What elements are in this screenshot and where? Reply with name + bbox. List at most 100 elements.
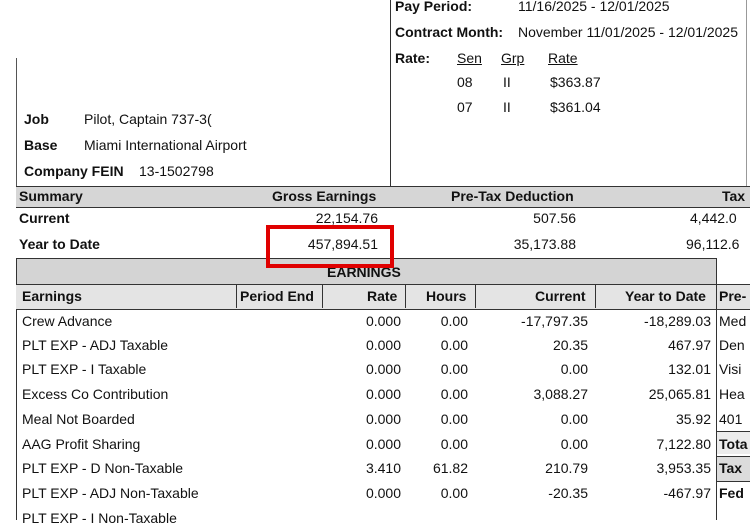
job-label: Job <box>24 111 49 127</box>
rate-col-grp: Grp <box>501 50 525 66</box>
side-panel-spacer <box>717 258 750 284</box>
earning-ytd: 35.92 <box>675 411 711 427</box>
earning-name: PLT EXP - D Non-Taxable <box>22 460 184 476</box>
side-item: Med <box>719 313 747 329</box>
col-divider <box>236 284 237 308</box>
earning-current: -17,797.35 <box>521 313 588 329</box>
right-border <box>746 0 747 186</box>
earning-ytd: 467.97 <box>668 337 711 353</box>
earning-current: 3,088.27 <box>533 386 589 402</box>
earning-rate: 0.000 <box>365 313 401 329</box>
col-header-current: Current <box>535 288 586 304</box>
earnings-section-bar <box>16 258 716 285</box>
col-header-ytd: Year to Date <box>625 288 706 304</box>
rate-row-sen: 07 <box>457 99 473 115</box>
earning-current: -20.35 <box>548 485 588 501</box>
rate-row-rate: $361.04 <box>550 99 601 115</box>
summary-row-label: Year to Date <box>19 236 100 252</box>
earnings-section-title: EARNINGS <box>327 264 401 280</box>
earning-rate: 0.000 <box>365 337 401 353</box>
earning-current: 20.35 <box>552 337 588 353</box>
earning-current: 210.79 <box>545 460 588 476</box>
col-header-rate: Rate <box>367 288 398 304</box>
side-rule <box>717 456 750 457</box>
rate-row-grp: II <box>503 74 511 90</box>
earning-ytd: 3,953.35 <box>656 460 712 476</box>
side-panel-column-header <box>717 284 750 310</box>
earning-rate: 0.000 <box>365 436 401 452</box>
col-divider <box>322 284 323 308</box>
earning-ytd: 7,122.80 <box>656 436 712 452</box>
side-rule <box>717 431 750 432</box>
earnings-left-border <box>16 258 17 520</box>
earning-current: 0.00 <box>560 361 588 377</box>
col-header-earnings: Earnings <box>22 288 82 304</box>
earning-name: AAG Profit Sharing <box>22 436 141 452</box>
earning-name: PLT EXP - I Taxable <box>22 361 147 377</box>
summary-row-label: Current <box>19 210 70 226</box>
col-divider <box>405 284 406 308</box>
col-divider <box>475 284 476 308</box>
fein-value: 13-1502798 <box>139 163 214 179</box>
earning-hours: 0.00 <box>440 337 468 353</box>
contract-month-value: November 11/01/2025 - 12/01/2025 <box>518 24 739 40</box>
col-divider <box>595 284 596 308</box>
earning-hours: 0.00 <box>440 436 468 452</box>
earning-hours: 61.82 <box>432 460 468 476</box>
summary-header-bar <box>16 186 750 208</box>
earning-current: 0.00 <box>560 411 588 427</box>
side-item: Den <box>719 337 745 353</box>
earning-hours: 0.00 <box>440 386 468 402</box>
earning-hours: 0.00 <box>440 361 468 377</box>
col-header-hours: Hours <box>426 288 467 304</box>
contract-month-label: Contract Month: <box>395 24 504 40</box>
earning-name: Crew Advance <box>22 313 113 329</box>
earning-name: PLT EXP - ADJ Taxable <box>22 337 169 353</box>
left-border <box>16 58 17 186</box>
earning-rate: 0.000 <box>365 485 401 501</box>
earning-rate: 0.000 <box>365 361 401 377</box>
rate-col-rate: Rate <box>548 50 578 66</box>
side-item-tax: Tax <box>719 460 743 476</box>
earning-current: 0.00 <box>560 436 588 452</box>
summary-header-pretax: Pre-Tax Deduction <box>451 188 574 204</box>
rate-col-sen: Sen <box>457 50 482 66</box>
earning-ytd: -467.97 <box>663 485 711 501</box>
col-header-period-end: Period End <box>240 288 314 304</box>
earning-name: PLT EXP - ADJ Non-Taxable <box>22 485 199 501</box>
summary-header-gross: Gross Earnings <box>272 188 377 204</box>
side-tax-row-bg <box>717 457 750 481</box>
header-divider-left <box>390 0 391 186</box>
summary-header-label: Summary <box>19 188 83 204</box>
summary-row-gross: 457,894.51 <box>307 236 378 252</box>
rate-row-grp: II <box>503 99 511 115</box>
earnings-column-header <box>16 284 716 310</box>
earning-ytd: 132.01 <box>668 361 711 377</box>
job-value: Pilot, Captain 737-3( <box>84 111 212 127</box>
summary-row-pretax: 507.56 <box>533 210 576 226</box>
side-item-fed: Fed <box>719 485 744 501</box>
earning-hours: 0.00 <box>440 485 468 501</box>
earning-hours: 0.00 <box>440 411 468 427</box>
summary-row-pretax: 35,173.88 <box>513 236 576 252</box>
base-label: Base <box>24 137 58 153</box>
earning-rate: 0.000 <box>365 411 401 427</box>
earning-name-cutoff: PLT EXP - I Non-Taxable <box>22 510 177 526</box>
side-item: Hea <box>719 386 745 402</box>
base-value: Miami International Airport <box>84 137 247 153</box>
earning-rate: 0.000 <box>365 386 401 402</box>
rate-row-rate: $363.87 <box>550 74 601 90</box>
earning-name: Excess Co Contribution <box>22 386 169 402</box>
rate-row-sen: 08 <box>457 74 473 90</box>
side-item: 401 <box>719 411 743 427</box>
summary-row-tax: 4,442.0 <box>690 210 737 226</box>
side-panel-header: Pre- <box>719 288 747 304</box>
side-total-row-bg <box>717 432 750 454</box>
ytd-gross-highlight-box <box>266 225 394 268</box>
summary-header-tax: Tax <box>722 188 746 204</box>
earning-ytd: -18,289.03 <box>644 313 711 329</box>
fein-label: Company FEIN <box>24 163 124 179</box>
pay-period-label: Pay Period: <box>395 0 473 14</box>
side-panel-divider <box>716 258 717 520</box>
side-item: Visi <box>719 361 742 377</box>
